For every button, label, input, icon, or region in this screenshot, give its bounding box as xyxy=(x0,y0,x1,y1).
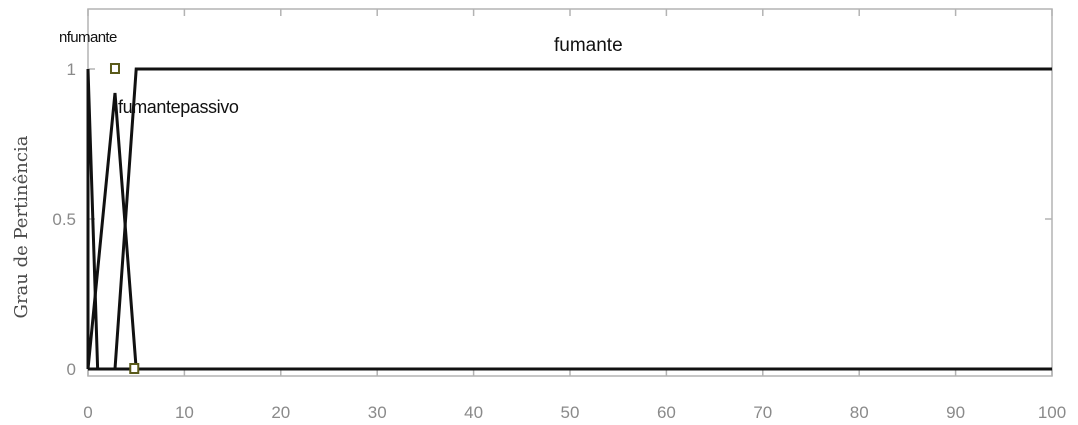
x-tick-label: 60 xyxy=(657,403,676,422)
plot-frame xyxy=(87,8,1053,377)
y-axis-label: Grau de Pertinência xyxy=(11,135,32,318)
x-tick-label: 0 xyxy=(83,403,92,422)
x-tick-label: 100 xyxy=(1038,403,1066,422)
x-tick-label: 50 xyxy=(561,403,580,422)
series-group xyxy=(86,67,1052,371)
series-line-nfumante xyxy=(86,68,100,370)
x-axis-ticks: 0 10 20 30 40 50 60 70 80 90 100 xyxy=(83,9,1066,422)
square-marker xyxy=(129,363,140,374)
annotation-nfumante: nfumante xyxy=(59,29,117,46)
x-tick-label: 90 xyxy=(946,403,965,422)
x-tick-label: 70 xyxy=(753,403,772,422)
y-tick-label: 0 xyxy=(67,360,76,379)
x-tick-label: 10 xyxy=(175,403,194,422)
marker-group xyxy=(109,63,140,374)
annotation-fumantepassivo: fumantepassivo xyxy=(118,97,239,117)
series-line-fumantepassivo xyxy=(86,92,138,370)
x-tick-label: 40 xyxy=(464,403,483,422)
x-tick-label: 30 xyxy=(368,403,387,422)
y-tick-label: 1 xyxy=(67,60,76,79)
y-tick-label: 0.5 xyxy=(52,210,76,229)
square-marker xyxy=(109,63,120,74)
x-tick-label: 80 xyxy=(850,403,869,422)
x-tick-label: 20 xyxy=(271,403,290,422)
annotation-fumante: fumante xyxy=(554,35,623,56)
series-line-fumante xyxy=(113,67,1052,370)
